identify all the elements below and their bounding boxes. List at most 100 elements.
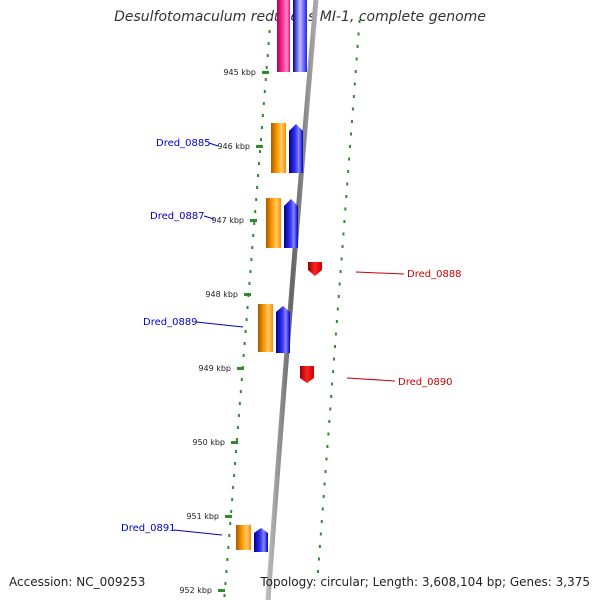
- ring-dot: [263, 90, 266, 93]
- ring-dot: [267, 42, 270, 45]
- cds-reverse-arrow: [308, 262, 322, 276]
- ring-dot: [238, 402, 241, 405]
- ring-dot: [259, 150, 261, 153]
- ring-dot: [325, 457, 328, 461]
- tick-label: 951 kbp: [186, 512, 219, 521]
- ring-dot: [355, 57, 358, 61]
- ring-dot: [321, 507, 324, 511]
- ring-dot: [320, 520, 323, 523]
- ring-dot: [347, 170, 350, 173]
- ring-dot: [258, 162, 261, 165]
- gene-labels: Dred_0885 Dred_0887 Dred_0888 Dred_0889 Dred…: [121, 138, 462, 536]
- tick-mark: [256, 145, 263, 148]
- gene-dred-0887[interactable]: [266, 198, 298, 248]
- ring-dot: [342, 232, 345, 236]
- gene-label[interactable]: Dred_0887: [150, 211, 205, 222]
- ring-dot: [227, 546, 230, 549]
- ring-dot: [259, 138, 262, 141]
- ring-dot: [230, 510, 233, 513]
- ring-dot: [317, 557, 320, 561]
- ring-dot: [233, 474, 236, 477]
- pink-feature: [277, 0, 290, 72]
- ring-dot: [354, 70, 357, 73]
- tick-label: 952 kbp: [179, 586, 212, 595]
- tick-mark: [237, 367, 244, 370]
- ring-dot: [351, 107, 354, 111]
- ring-dot: [333, 357, 336, 361]
- gene-label[interactable]: Dred_0889: [143, 317, 198, 328]
- ring-dot: [317, 570, 319, 573]
- ring-dot: [225, 570, 228, 573]
- ring-dot: [235, 438, 238, 441]
- label-leader-line: [195, 321, 244, 328]
- tick-mark: [231, 441, 238, 444]
- ring-dot: [244, 330, 247, 333]
- tick-label: 946 kbp: [217, 142, 250, 151]
- label-leader-line: [203, 215, 215, 220]
- genome-backbone: [265, 0, 319, 600]
- ring-dot: [346, 182, 349, 186]
- ring-dot: [350, 132, 353, 136]
- gene-label[interactable]: Dred_0885: [156, 138, 211, 149]
- top-feature-pair: [277, 0, 307, 72]
- cds-forward-arrow: [276, 306, 290, 353]
- gene-dred-0888[interactable]: [308, 262, 322, 276]
- ring-dot: [334, 332, 337, 336]
- kbp-ticks: 945 kbp 946 kbp 947 kbp 948 kbp 949 kbp 950 k…: [179, 68, 269, 595]
- ring-dot: [332, 370, 335, 373]
- ring-dot: [357, 32, 360, 36]
- ring-dot: [356, 45, 359, 48]
- ring-dot: [323, 482, 326, 486]
- ring-dot: [250, 258, 253, 261]
- gene-feature-box: [258, 304, 273, 352]
- ring-dot: [236, 426, 239, 429]
- gene-label[interactable]: Dred_0888: [407, 269, 462, 280]
- ring-dot: [232, 486, 235, 489]
- ring-dot: [240, 378, 243, 381]
- ring-dot: [329, 407, 332, 411]
- ring-dot: [231, 498, 234, 501]
- ring-dot: [328, 420, 331, 423]
- ring-dot: [228, 534, 231, 537]
- ring-dot: [255, 198, 258, 201]
- ring-dot: [344, 207, 347, 211]
- ring-dot: [338, 282, 341, 286]
- ring-dot: [251, 246, 254, 249]
- gene-dred-0890[interactable]: [300, 366, 314, 383]
- cds-reverse-arrow: [300, 366, 314, 383]
- gene-dred-0889[interactable]: [258, 304, 290, 353]
- ring-dot: [266, 54, 269, 57]
- cds-forward-arrow: [289, 124, 303, 173]
- ring-dot: [339, 270, 342, 273]
- ring-dot: [226, 558, 229, 561]
- ring-dot: [234, 462, 237, 465]
- gene-dred-0891[interactable]: [236, 525, 268, 552]
- ring-dot: [262, 102, 265, 105]
- ring-dot: [358, 20, 361, 23]
- gene-label[interactable]: Dred_0890: [398, 377, 453, 388]
- ring-dot: [331, 382, 334, 386]
- ring-dot: [268, 30, 271, 33]
- ring-dot: [345, 195, 348, 198]
- ring-dot: [242, 354, 245, 357]
- label-leader-line: [208, 142, 219, 147]
- gene-feature-box: [266, 198, 281, 248]
- gene-dred-0885[interactable]: [271, 123, 303, 173]
- ring-dot: [252, 234, 255, 237]
- ring-dot: [253, 222, 256, 225]
- ring-dot: [324, 470, 327, 473]
- ring-dot: [246, 306, 249, 309]
- ring-dot: [264, 78, 267, 81]
- ring-dot: [229, 522, 232, 525]
- ring-dot: [318, 545, 321, 548]
- ring-dot: [322, 495, 325, 498]
- ring-dot: [353, 82, 356, 86]
- gene-label[interactable]: Dred_0891: [121, 523, 176, 534]
- tick-mark: [218, 589, 225, 592]
- topology-text: Topology: circular; Length: 3,608,104 bp…: [260, 575, 590, 589]
- label-leader-line: [173, 529, 223, 536]
- cds-forward-arrow: [254, 528, 268, 552]
- gene-feature-box: [271, 123, 286, 173]
- ring-dot: [319, 532, 322, 536]
